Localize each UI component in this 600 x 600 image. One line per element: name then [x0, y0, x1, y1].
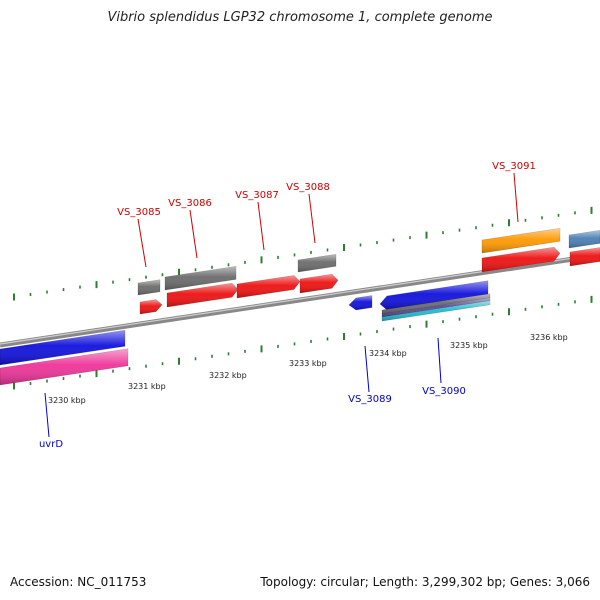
- tick-label-3230: 3230 kbp: [48, 396, 86, 405]
- gene-label-vs3087[interactable]: VS_3087: [235, 190, 279, 201]
- gene-label-vs3085[interactable]: VS_3085: [117, 207, 161, 218]
- tick-label-3233: 3233 kbp: [289, 359, 327, 368]
- gene-vs3088-shading: [300, 274, 338, 293]
- gene-vs3091-shading: [482, 247, 560, 272]
- tick-label-3236: 3236 kbp: [530, 333, 568, 342]
- gene-vs3090-stripe-purple-shading: [382, 297, 490, 317]
- genome-title: Vibrio splendidus LGP32 chromosome 1, co…: [107, 10, 493, 25]
- tick-label-3231: 3231 kbp: [128, 382, 166, 391]
- gene-steel-shading: [569, 230, 600, 248]
- leader-line-vs3090: [437, 337, 442, 384]
- gene-vs3090-blue-shading: [380, 280, 488, 310]
- tick-label-3235: 3235 kbp: [450, 341, 488, 350]
- tick-label-3234: 3234 kbp: [369, 349, 407, 358]
- genome-summary-text: Topology: circular; Length: 3,299,302 bp…: [260, 575, 590, 589]
- gene-blue-left-shading: [0, 330, 125, 365]
- gene-uvrd-shading: [0, 348, 128, 385]
- accession-text: Accession: NC_011753: [10, 575, 147, 589]
- gene-vs3087-shading: [237, 275, 300, 298]
- leader-line-vs3091: [513, 172, 519, 223]
- leader-line-uvrd: [44, 392, 50, 438]
- gene-label-vs3089[interactable]: VS_3089: [348, 394, 392, 405]
- genome-backbone: [0, 252, 600, 348]
- tick-label-3232: 3232 kbp: [209, 371, 247, 380]
- leader-line-vs3085: [137, 218, 147, 268]
- gene-leader-lines: [44, 172, 519, 438]
- leader-line-vs3087: [257, 201, 265, 251]
- gene-label-vs3091[interactable]: VS_3091: [492, 161, 536, 172]
- gene-label-uvrd[interactable]: uvrD: [39, 439, 63, 450]
- gene-features: [0, 227, 600, 386]
- outer-tick-ruler: [13, 206, 593, 301]
- gene-labels: VS_3085 VS_3086 VS_3087 VS_3088 VS_3091 VS_30…: [39, 161, 536, 450]
- gene-orange-shading: [482, 228, 560, 253]
- gene-vs3085-shading: [140, 299, 162, 314]
- gene-vs3090-stripe-gray-shading: [382, 293, 490, 314]
- inner-tick-ruler: [13, 295, 593, 390]
- gene-gray-3-shading: [298, 254, 336, 272]
- gene-vs3086-shading: [167, 283, 238, 307]
- leader-line-vs3088: [308, 193, 316, 244]
- gene-label-vs3088[interactable]: VS_3088: [286, 182, 330, 193]
- gene-vs3089-shading: [349, 295, 372, 310]
- gene-label-vs3086[interactable]: VS_3086: [168, 198, 212, 209]
- leader-line-vs3089: [364, 345, 370, 393]
- gene-gray-1-shading: [138, 279, 160, 295]
- gene-label-vs3090[interactable]: VS_3090: [422, 386, 466, 397]
- gene-gray-2-shading: [165, 266, 236, 290]
- position-tick-labels: 3230 kbp 3231 kbp 3232 kbp 3233 kbp 3234 kbp…: [48, 333, 568, 405]
- leader-line-vs3086: [189, 209, 198, 259]
- gene-vs3090-stripe-cyan-shading: [382, 300, 490, 321]
- gene-red-edge-shading: [570, 247, 600, 266]
